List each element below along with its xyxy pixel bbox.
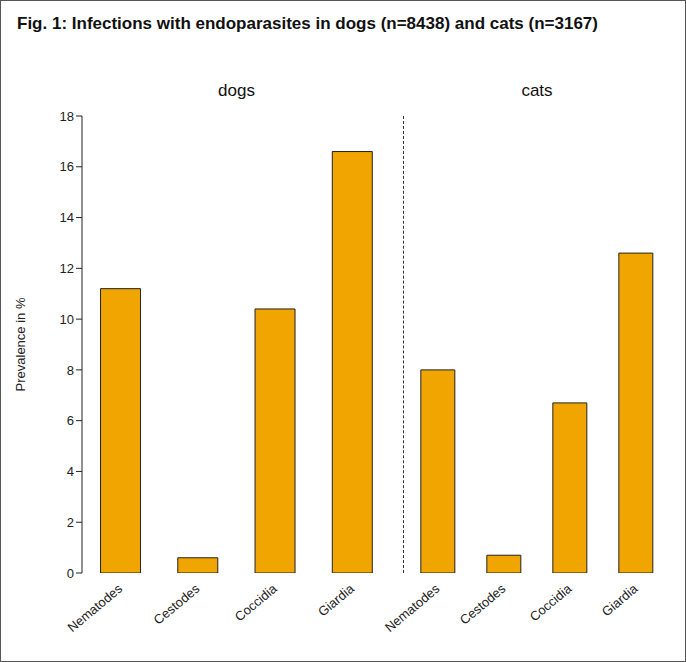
svg-text:Giardia: Giardia — [599, 580, 641, 619]
svg-text:12: 12 — [60, 261, 74, 276]
svg-text:Coccidia: Coccidia — [527, 580, 575, 624]
svg-text:0: 0 — [67, 566, 74, 581]
html-text:dogs: dogs — [218, 81, 255, 100]
svg-text:4: 4 — [67, 464, 74, 479]
svg-text:18: 18 — [60, 109, 74, 124]
svg-text:Giardia: Giardia — [315, 580, 357, 619]
svg-text:Coccidia: Coccidia — [232, 580, 280, 624]
html-text:cats: cats — [521, 81, 553, 100]
svg-text:8: 8 — [67, 363, 74, 378]
svg-text:Cestodes: Cestodes — [457, 581, 509, 628]
svg-text:Prevalence in %: Prevalence in % — [13, 297, 28, 391]
svg-text:16: 16 — [60, 159, 74, 174]
svg-text:6: 6 — [67, 413, 74, 428]
svg-text:Cestodes: Cestodes — [151, 581, 203, 628]
svg-text:Nematodes: Nematodes — [382, 581, 443, 636]
svg-text:10: 10 — [60, 312, 74, 327]
html-text:Fig. 1: Infections with endopa: Fig. 1: Infections with endoparasites in… — [17, 14, 598, 33]
svg-text:2: 2 — [67, 515, 74, 530]
svg-text:Nematodes: Nematodes — [65, 581, 126, 636]
svg-text:14: 14 — [60, 210, 74, 225]
